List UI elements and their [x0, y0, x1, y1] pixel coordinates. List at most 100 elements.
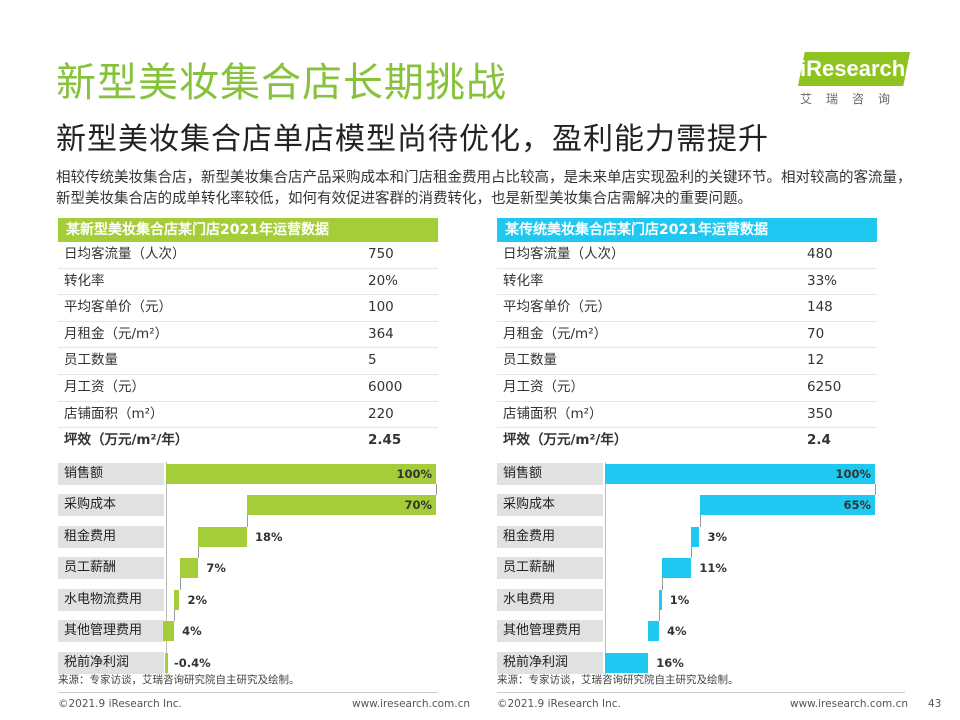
data-label: 100%: [835, 466, 871, 481]
row-label: 平均客单价（元）: [64, 299, 172, 316]
page-subtitle: 新型美妆集合店单店模型尚待优化，盈利能力需提升: [56, 122, 769, 157]
row-label: 平均客单价（元）: [503, 299, 611, 316]
waterfall-bar: [163, 621, 175, 642]
category-label: 税前净利润: [497, 651, 603, 674]
logo-text: iResearch: [800, 56, 906, 81]
row-value: 70: [807, 325, 825, 342]
category-label: 水电费用: [497, 588, 603, 611]
row-label: 坪效（万元/m²/年）: [64, 432, 189, 449]
row-value: 480: [807, 246, 833, 262]
category-label: 税前净利润: [58, 651, 164, 674]
table-row: 日均客流量（人次） 480: [497, 242, 877, 269]
connector-line: [699, 515, 701, 527]
row-value: 364: [368, 325, 394, 342]
data-label: 65%: [843, 498, 871, 513]
table-row: 员工数量 5: [58, 348, 438, 375]
row-value: 6000: [368, 378, 403, 395]
left-footer-url: www.iresearch.com.cn: [352, 698, 471, 710]
data-label: 16%: [656, 655, 684, 670]
connector-line: [174, 609, 176, 622]
row-value: 20%: [368, 272, 399, 289]
row-value: 750: [368, 246, 394, 262]
logo-cn-text: 艾瑞咨询: [800, 92, 905, 106]
left-source-note: 来源：专家访谈，艾瑞咨询研究院自主研究及绘制。: [58, 674, 300, 686]
data-label: 70%: [404, 498, 432, 513]
row-value: 100: [368, 299, 394, 316]
row-label: 月工资（元）: [64, 378, 145, 395]
left-panel-header: 某新型美妆集合店某门店2021年运营数据: [58, 218, 438, 242]
waterfall-bar: [198, 526, 247, 547]
right-data-table: 日均客流量（人次） 480 转化率 33% 平均客单价（元） 148 月租金（元/m²） 70…: [497, 242, 877, 454]
row-value: 6250: [807, 378, 842, 395]
row-label: 店铺面积（m²）: [503, 405, 603, 422]
row-value: 2.45: [368, 432, 402, 449]
table-row: 转化率 20%: [58, 269, 438, 296]
row-label: 坪效（万元/m²/年）: [503, 432, 628, 449]
row-label: 店铺面积（m²）: [64, 405, 164, 422]
data-label: 1%: [669, 592, 690, 607]
table-row: 店铺面积（m²） 220: [58, 402, 438, 429]
chart-axis: [166, 461, 167, 683]
row-value: 5: [368, 352, 377, 369]
row-label: 月租金（元/m²）: [503, 325, 608, 342]
connector-line: [691, 546, 693, 559]
table-row: 坪效（万元/m²/年） 2.4: [497, 428, 877, 454]
data-label: 7%: [206, 561, 226, 576]
right-footer-url: www.iresearch.com.cn: [790, 698, 909, 710]
waterfall-bar: [699, 495, 875, 516]
waterfall-bar: [247, 495, 436, 516]
table-row: 员工数量 12: [497, 348, 877, 375]
right-waterfall-chart: 销售额 100% 采购成本 65% 租金费用 3% 员工薪酬 11% 水电费用 1% 其他管理费用 4…: [497, 461, 877, 683]
waterfall-bar: [691, 526, 700, 547]
connector-line: [661, 578, 663, 590]
left-waterfall-chart: 销售额 100% 采购成本 70% 租金费用 18% 员工薪酬 7% 水电物流费用 2% 其他管理费…: [58, 461, 438, 683]
waterfall-bar: [605, 463, 875, 484]
data-label: -0.4%: [174, 655, 211, 670]
category-label: 采购成本: [58, 494, 164, 517]
category-label: 租金费用: [58, 525, 164, 548]
chart-axis: [605, 461, 606, 683]
data-label: 11%: [699, 561, 727, 576]
page-title: 新型美妆集合店长期挑战: [56, 60, 507, 106]
row-value: 148: [807, 299, 833, 316]
data-label: 100%: [396, 466, 432, 481]
right-source-note: 来源：专家访谈，艾瑞咨询研究院自主研究及绘制。: [497, 674, 739, 686]
data-label: 3%: [707, 529, 728, 544]
left-footer-copyright: ©2021.9 iResearch Inc.: [58, 698, 182, 710]
row-label: 月工资（元）: [503, 378, 584, 395]
waterfall-bar: [164, 652, 168, 673]
right-footer-copyright: ©2021.9 iResearch Inc.: [497, 698, 621, 710]
data-label: 18%: [255, 529, 283, 544]
category-label: 水电物流费用: [58, 588, 164, 611]
row-label: 员工数量: [64, 352, 118, 369]
category-label: 销售额: [497, 462, 603, 485]
category-label: 员工薪酬: [497, 557, 603, 580]
data-label: 4%: [182, 624, 202, 639]
waterfall-bar: [661, 558, 692, 579]
waterfall-bar: [174, 589, 180, 610]
data-label: 4%: [667, 624, 687, 639]
row-value: 33%: [807, 272, 838, 289]
row-label: 月租金（元/m²）: [64, 325, 169, 342]
table-row: 平均客单价（元） 100: [58, 295, 438, 322]
table-row: 坪效（万元/m²/年） 2.45: [58, 428, 438, 454]
row-label: 转化率: [503, 272, 544, 289]
connector-line: [875, 483, 876, 496]
row-value: 220: [368, 405, 394, 422]
waterfall-bar: [179, 558, 199, 579]
category-label: 员工薪酬: [58, 557, 164, 580]
category-label: 其他管理费用: [497, 620, 603, 643]
row-label: 员工数量: [503, 352, 557, 369]
right-footer-divider: [497, 692, 905, 693]
category-label: 其他管理费用: [58, 620, 164, 643]
table-row: 日均客流量（人次） 750: [58, 242, 438, 269]
table-row: 月租金（元/m²） 364: [58, 322, 438, 349]
connector-line: [247, 515, 248, 527]
iresearch-logo: iResearch 艾瑞咨询: [790, 52, 912, 108]
connector-line: [436, 483, 437, 496]
connector-line: [198, 546, 200, 559]
row-value: 12: [807, 352, 825, 369]
table-row: 转化率 33%: [497, 269, 877, 296]
page-number: 43: [928, 698, 942, 710]
connector-line: [179, 578, 181, 590]
